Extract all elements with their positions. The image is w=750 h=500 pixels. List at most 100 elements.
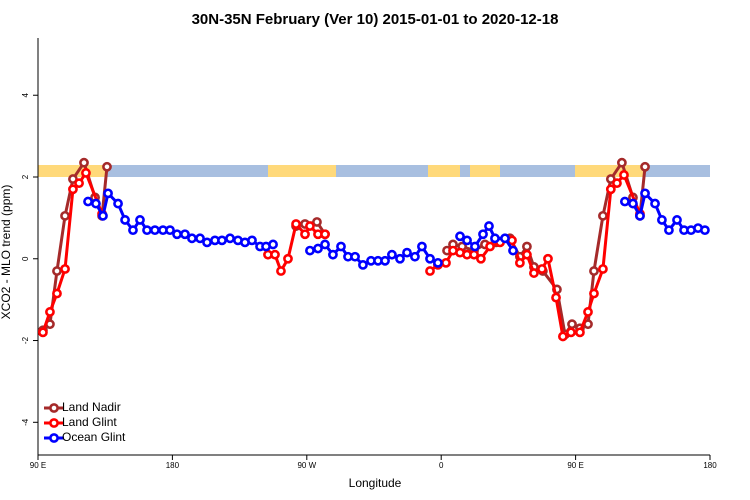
series-point <box>537 264 547 274</box>
series-point <box>551 292 561 303</box>
series-point <box>543 253 553 264</box>
series-point <box>664 225 674 236</box>
series-point <box>270 249 280 260</box>
series-point <box>102 161 112 172</box>
series-point <box>558 331 568 342</box>
series-point <box>514 257 525 268</box>
series-point <box>195 233 205 244</box>
series-point <box>462 235 472 246</box>
x-tick-label: 180 <box>166 461 180 470</box>
series-point <box>150 225 160 236</box>
series-point <box>305 245 315 256</box>
legend-marker <box>49 433 59 443</box>
series-point <box>350 251 360 262</box>
series-point <box>485 241 495 252</box>
series-point <box>700 225 710 236</box>
series-point <box>402 247 412 258</box>
series-point <box>142 225 152 236</box>
series-point <box>128 225 138 236</box>
x-tick-label: 90 E <box>30 461 46 470</box>
land-strip <box>470 165 500 177</box>
series-point <box>60 264 70 274</box>
series-point <box>640 188 650 199</box>
series-point <box>635 210 645 221</box>
series-point <box>313 243 323 254</box>
series-point <box>441 257 451 268</box>
series-point <box>616 157 627 168</box>
series-point <box>657 215 667 225</box>
y-axis-label: XCO2 - MLO trend (ppm) <box>0 185 13 320</box>
series-point <box>135 215 145 225</box>
series-point <box>380 255 390 266</box>
series-point <box>60 210 70 221</box>
legend-label: Land Nadir <box>62 400 121 414</box>
series-point <box>312 217 322 227</box>
series-point <box>358 259 368 270</box>
series-point <box>247 235 257 246</box>
series-point <box>305 221 315 231</box>
series-point <box>508 245 518 256</box>
series-point <box>529 268 539 278</box>
series-point <box>395 253 405 264</box>
series-point <box>268 239 278 250</box>
y-tick-label: -4 <box>21 418 30 426</box>
series-point <box>470 241 480 252</box>
series-point <box>187 233 197 244</box>
series-point <box>52 266 62 276</box>
chart-title: 30N-35N February (Ver 10) 2015-01-01 to … <box>192 11 559 28</box>
legend-label: Land Glint <box>62 415 117 429</box>
series-point <box>605 184 616 195</box>
series-point <box>575 327 585 338</box>
series-point <box>410 251 420 262</box>
series-point <box>478 229 488 240</box>
series-point <box>68 184 78 195</box>
series-point <box>425 266 435 276</box>
series-point <box>455 231 465 242</box>
legend-label: Ocean Glint <box>62 430 126 444</box>
series-point <box>484 221 494 231</box>
series-point <box>433 257 443 268</box>
x-tick-label: 180 <box>703 461 717 470</box>
series-point <box>336 241 346 252</box>
legend-marker <box>49 418 59 428</box>
series-point <box>567 319 577 330</box>
series-point <box>598 210 608 221</box>
series-point <box>500 233 510 244</box>
land-strip <box>268 165 336 177</box>
series-point <box>52 288 62 299</box>
series-point <box>283 253 293 264</box>
series-point <box>217 235 227 246</box>
legend-marker <box>49 403 59 413</box>
series-point <box>328 249 338 260</box>
series-point <box>98 210 108 221</box>
series-point <box>387 249 397 260</box>
series-point <box>490 233 500 244</box>
series-point <box>320 229 330 240</box>
series-point <box>640 161 650 172</box>
y-tick-label: 4 <box>21 92 30 97</box>
series-point <box>650 198 660 209</box>
series-point <box>225 233 235 244</box>
y-tick-label: 2 <box>21 174 30 179</box>
series-point <box>38 327 48 338</box>
series-point <box>417 241 427 252</box>
series-point <box>120 215 130 225</box>
series-point <box>276 266 286 276</box>
y-tick-label: 0 <box>21 256 30 261</box>
series-point <box>425 253 435 264</box>
series-point <box>320 239 330 250</box>
ocean-strip <box>38 165 710 177</box>
x-tick-label: 90 E <box>567 461 583 470</box>
series-point <box>45 307 55 317</box>
series-point <box>91 198 101 209</box>
series-point <box>672 215 682 225</box>
series-point <box>583 307 593 317</box>
series-point <box>598 264 608 274</box>
series-point <box>522 249 532 260</box>
series-point <box>628 198 638 209</box>
x-tick-label: 0 <box>439 461 444 470</box>
series-point <box>619 196 630 207</box>
series-point <box>589 288 599 299</box>
y-tick-label: -2 <box>21 336 30 344</box>
